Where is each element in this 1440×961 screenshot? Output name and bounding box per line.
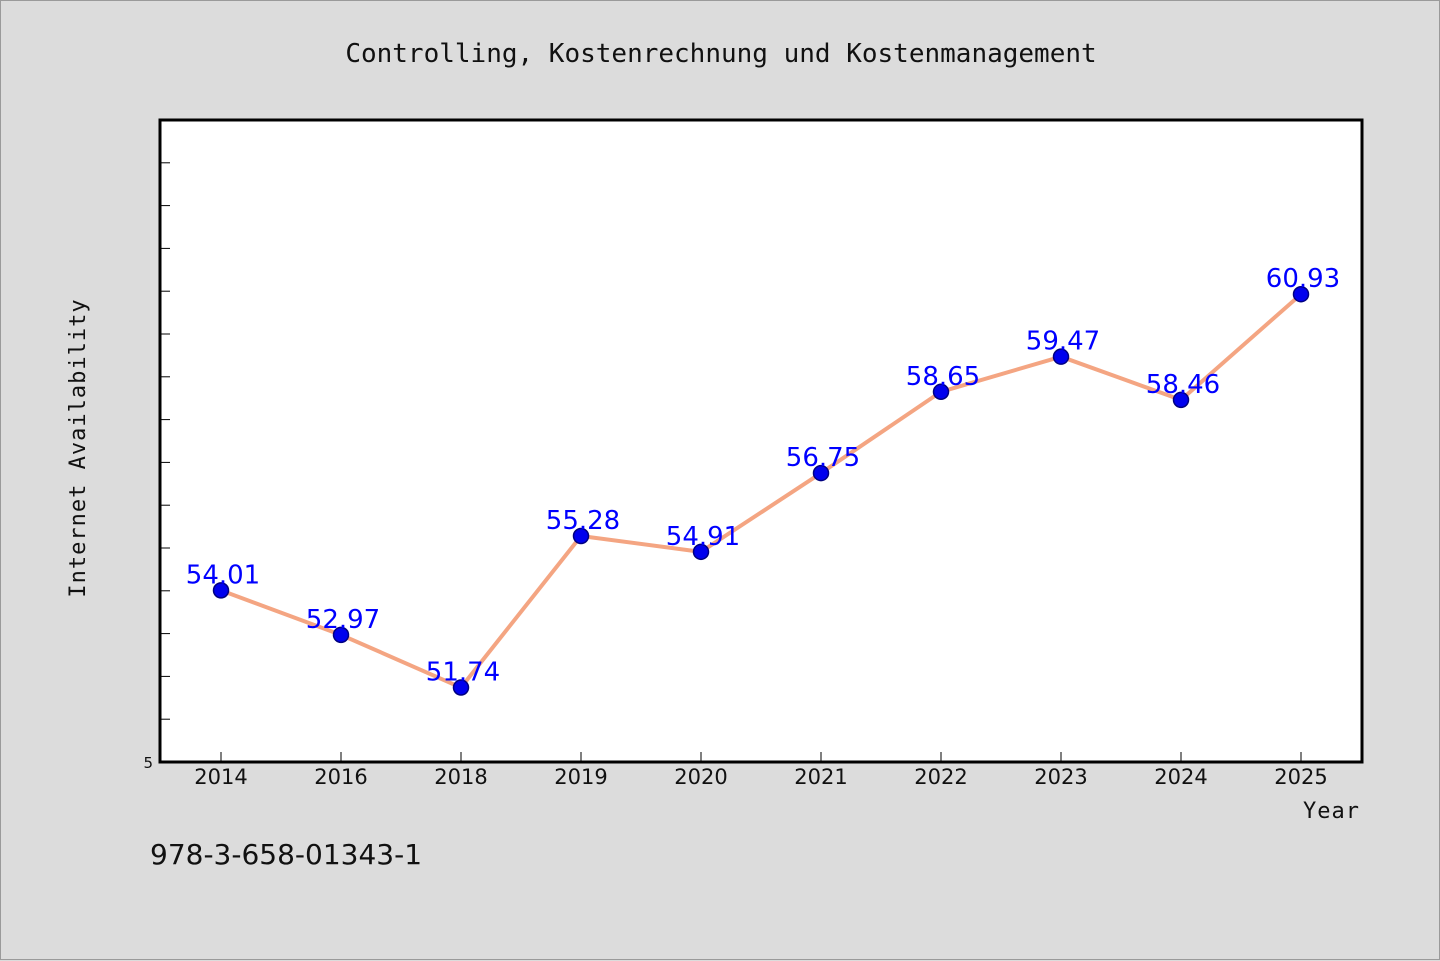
x-tick-label: 2025 [1274, 765, 1327, 789]
data-label: 59.47 [1026, 327, 1100, 357]
data-point [812, 464, 830, 482]
x-axis-ticks: 2014 2016 2018 2019 2020 2021 2022 2023 2024 2025 [194, 752, 1328, 789]
x-tick-label: 2019 [554, 765, 607, 789]
data-label: 55.28 [546, 506, 620, 536]
data-label: 51.74 [426, 658, 500, 688]
x-tick-label: 2024 [1154, 765, 1207, 789]
data-point [212, 582, 230, 599]
x-tick-label: 2020 [674, 765, 727, 789]
x-tick-label: 2023 [1034, 765, 1087, 789]
chart-title: Controlling, Kostenrechnung und Kostenma… [345, 39, 1096, 69]
data-point [1172, 391, 1190, 409]
data-point [692, 543, 710, 561]
series-line-group: 54.01 52.97 51.74 55.28 54.91 56.75 58.65 59.47… [186, 264, 1340, 696]
x-tick-label: 2014 [194, 765, 247, 789]
data-point [572, 527, 590, 545]
data-point [1052, 348, 1070, 365]
data-point [932, 383, 950, 401]
y-axis-origin-label: 5 [143, 754, 153, 772]
series-line [219, 292, 1303, 690]
data-label: 56.75 [786, 443, 860, 473]
data-point [1292, 285, 1310, 303]
data-point [452, 679, 470, 696]
data-label: 54.01 [186, 560, 260, 590]
isbn-label: 978-3-658-01343-1 [150, 838, 422, 871]
data-label: 60.93 [1266, 264, 1340, 294]
data-label: 52.97 [306, 605, 380, 635]
data-label: 58.46 [1146, 370, 1220, 400]
plot-area [158, 118, 1364, 764]
y-axis-ticks [160, 162, 170, 720]
data-label: 58.65 [906, 362, 980, 392]
x-axis-label: Year [1303, 799, 1360, 824]
x-tick-label: 2018 [434, 765, 487, 789]
data-point [332, 626, 350, 644]
x-tick-label: 2016 [314, 765, 367, 789]
y-axis-label: Internet Availability [66, 298, 91, 597]
x-tick-label: 2021 [794, 765, 847, 789]
data-label: 54.91 [666, 522, 740, 552]
x-tick-label: 2022 [914, 765, 967, 789]
